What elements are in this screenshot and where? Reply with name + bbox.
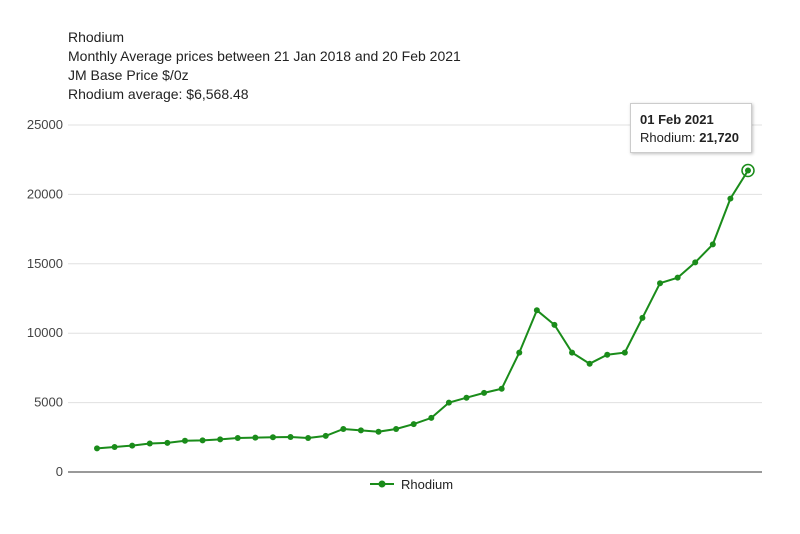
- data-point[interactable]: [234, 434, 241, 441]
- highlighted-point-ring: [741, 163, 755, 178]
- data-point[interactable]: [516, 349, 523, 356]
- data-point[interactable]: [445, 399, 452, 406]
- data-point[interactable]: [639, 314, 646, 321]
- data-point[interactable]: [393, 425, 400, 432]
- legend[interactable]: Rhodium: [370, 477, 453, 492]
- tooltip-value: 21,720: [699, 130, 740, 145]
- data-point[interactable]: [569, 349, 576, 356]
- data-point[interactable]: [745, 167, 751, 174]
- data-point[interactable]: [269, 434, 276, 441]
- data-point[interactable]: [621, 349, 628, 356]
- tooltip-series-label: Rhodium:: [640, 130, 700, 145]
- data-point[interactable]: [340, 425, 347, 432]
- data-point[interactable]: [375, 428, 382, 435]
- price-unit-label: JM Base Price $/0z: [68, 67, 189, 83]
- data-point[interactable]: [498, 385, 505, 392]
- data-point[interactable]: [164, 439, 171, 446]
- data-point[interactable]: [428, 414, 435, 421]
- data-point[interactable]: [410, 421, 417, 428]
- data-point[interactable]: [111, 444, 118, 451]
- hover-tooltip: 01 Feb 2021 Rhodium: 21,720: [630, 103, 752, 153]
- rhodium-data-points[interactable]: [94, 163, 755, 452]
- y-tick-label: 10000: [27, 325, 63, 340]
- data-point[interactable]: [709, 241, 716, 248]
- data-point[interactable]: [94, 445, 100, 452]
- data-point[interactable]: [287, 434, 294, 441]
- gridlines: [68, 124, 762, 404]
- data-point[interactable]: [129, 442, 136, 449]
- y-tick-label: 0: [56, 464, 63, 479]
- data-point[interactable]: [533, 307, 540, 314]
- data-point[interactable]: [181, 437, 188, 444]
- data-point[interactable]: [657, 280, 664, 287]
- chart-title: Rhodium: [68, 29, 125, 45]
- rhodium-series-line[interactable]: [96, 169, 749, 450]
- data-point[interactable]: [727, 195, 734, 202]
- data-point[interactable]: [357, 427, 364, 434]
- tooltip-date: 01 Feb 2021: [640, 112, 714, 127]
- data-point[interactable]: [674, 274, 681, 281]
- chart-subtitle: Monthly Average prices between 21 Jan 20…: [68, 48, 461, 64]
- data-point[interactable]: [692, 259, 699, 266]
- legend-label: Rhodium: [401, 477, 453, 492]
- y-tick-label: 15000: [27, 256, 63, 271]
- data-point[interactable]: [481, 389, 488, 396]
- chart-header: Rhodium Monthly Average prices between 2…: [68, 28, 461, 104]
- data-point[interactable]: [217, 436, 224, 443]
- data-point[interactable]: [322, 432, 329, 439]
- data-point[interactable]: [199, 437, 206, 444]
- data-point[interactable]: [463, 394, 470, 401]
- data-point[interactable]: [146, 440, 153, 447]
- y-tick-label: 5000: [34, 395, 63, 410]
- data-point[interactable]: [604, 351, 611, 358]
- y-tick-label: 25000: [27, 117, 63, 132]
- data-point[interactable]: [305, 434, 312, 441]
- data-point[interactable]: [586, 360, 593, 367]
- legend-dot-marker: [378, 480, 386, 488]
- data-point[interactable]: [252, 434, 259, 441]
- y-axis-ticks: 0 5000 10000 15000 20000 25000: [27, 117, 63, 479]
- data-point[interactable]: [551, 321, 558, 328]
- average-price-label: Rhodium average: $6,568.48: [68, 86, 249, 102]
- tooltip-value-row: Rhodium: 21,720: [640, 129, 742, 147]
- y-tick-label: 20000: [27, 186, 63, 201]
